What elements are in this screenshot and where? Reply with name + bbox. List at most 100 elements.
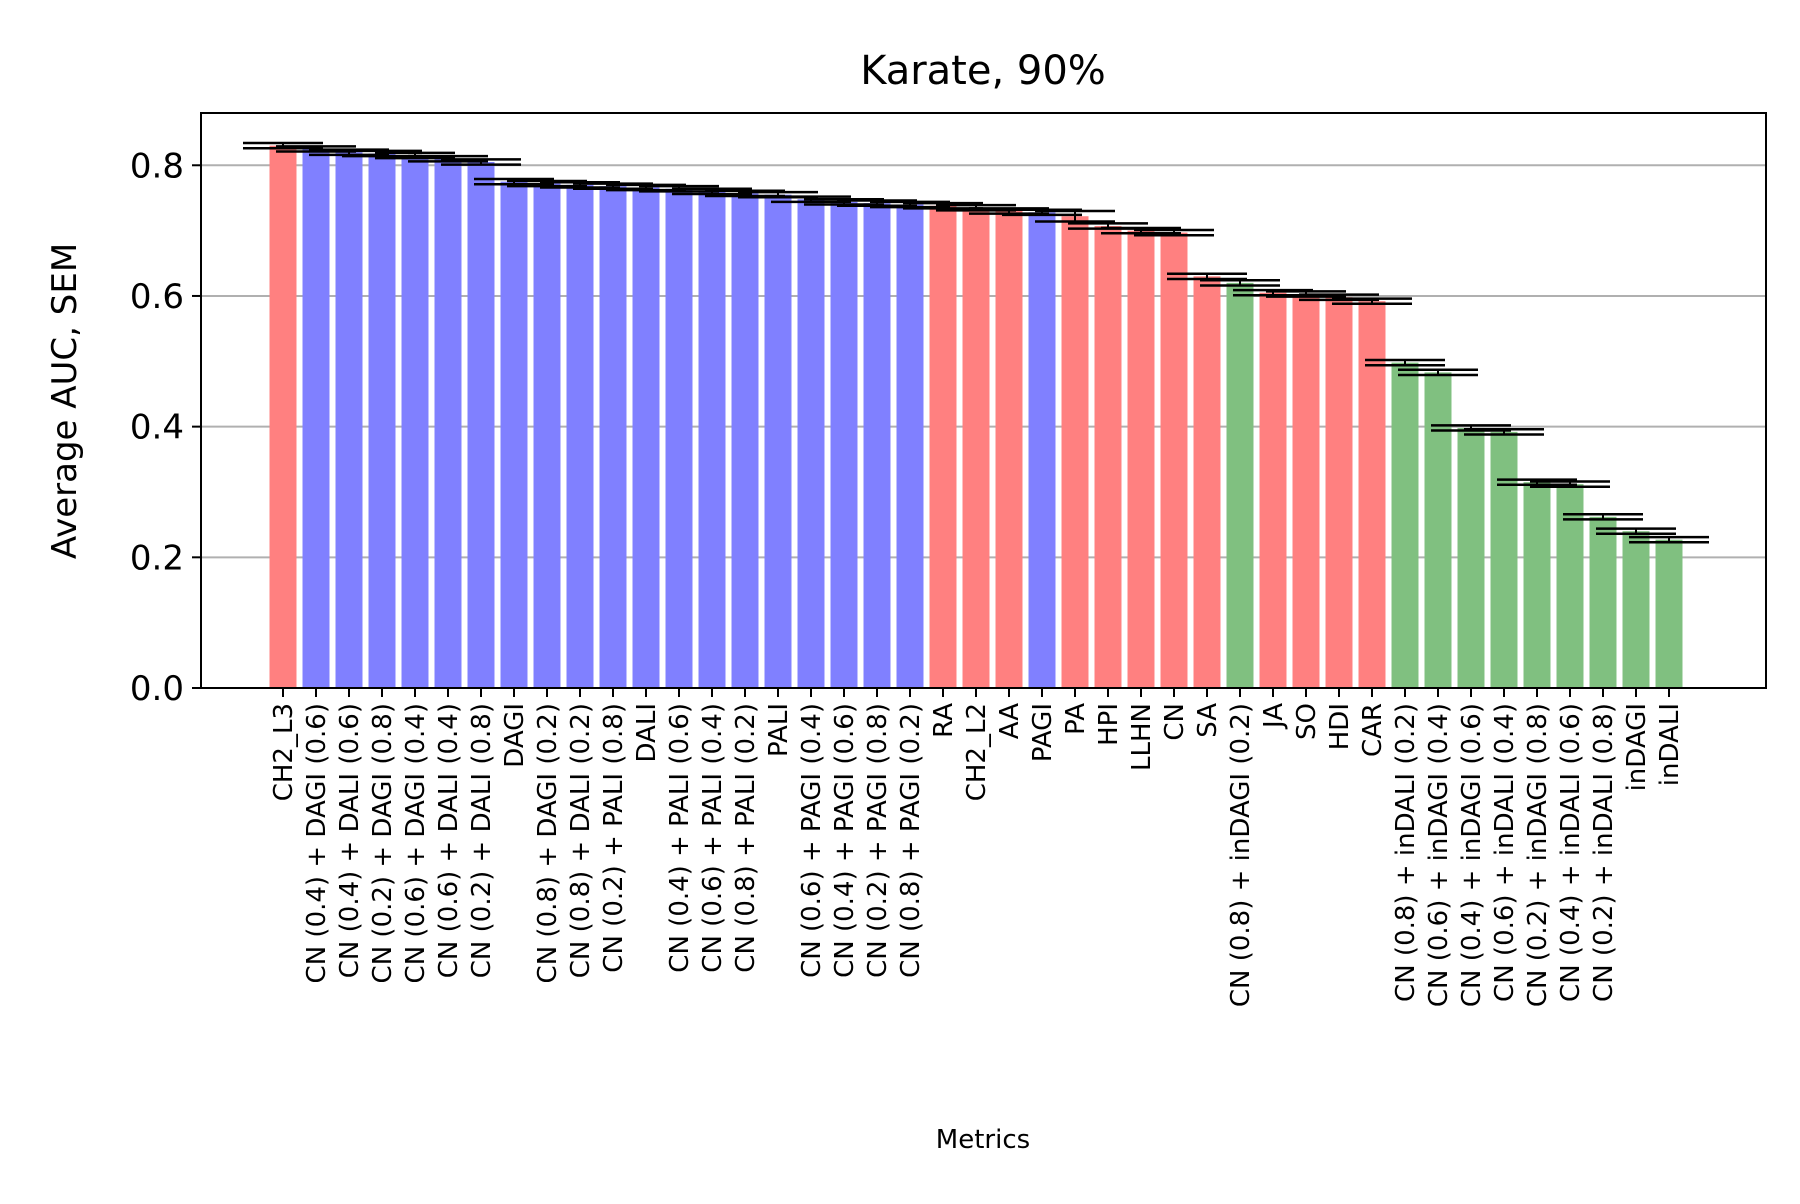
bar [1424, 372, 1452, 688]
bar [1655, 539, 1683, 688]
x-tick-label: CN (0.4) + inDALI (0.6) [1556, 703, 1586, 1002]
bar [632, 187, 660, 688]
x-tick-label: CAR [1358, 703, 1388, 757]
bar [599, 186, 627, 688]
x-tick-label: DAGI [500, 703, 530, 768]
x-tick-label: CN (0.4) + DALI (0.6) [335, 703, 365, 978]
bar [665, 188, 693, 688]
x-tick-label: CN (0.8) + inDAGI (0.2) [1226, 703, 1256, 1007]
x-tick-label: LLHN [1127, 703, 1157, 771]
bar [1193, 276, 1221, 688]
bar [1490, 431, 1518, 688]
x-tick-label: CN (0.6) + inDALI (0.4) [1490, 703, 1520, 1002]
x-tick-label: CN (0.6) + DALI (0.4) [434, 703, 464, 978]
y-tick-label: 0.2 [130, 538, 184, 578]
bar [797, 199, 825, 688]
y-tick-label: 0.8 [130, 146, 184, 186]
error-bars [243, 141, 1709, 544]
bar [1589, 516, 1617, 688]
x-tick-label: AA [995, 703, 1025, 740]
bar [434, 158, 462, 688]
bar [1094, 226, 1122, 688]
x-tick-label: PAGI [1028, 703, 1058, 762]
x-tick-label: CN (0.4) + PALI (0.6) [665, 703, 695, 973]
x-tick-label: CN (0.6) + PALI (0.4) [698, 703, 728, 973]
bar [368, 153, 396, 689]
x-tick-label: CN (0.2) + PAGI (0.8) [863, 703, 893, 978]
bar [1061, 216, 1089, 688]
x-tick-label: CN (0.8) + PAGI (0.2) [896, 703, 926, 978]
x-tick-label: CN (0.2) + DAGI (0.8) [368, 703, 398, 983]
x-tick-label: HDI [1325, 703, 1355, 750]
bar [302, 148, 330, 688]
bar [1325, 297, 1353, 688]
bar [500, 181, 528, 688]
y-tick-label: 0.0 [130, 669, 184, 709]
bar [1028, 212, 1056, 688]
x-tick-label: SA [1193, 703, 1223, 738]
bar [1292, 293, 1320, 688]
bar [863, 203, 891, 688]
x-tick-label: CN (0.8) + DAGI (0.2) [533, 703, 563, 983]
x-tick-label: DALI [632, 703, 662, 763]
x-tick-label: PA [1061, 703, 1091, 735]
bar [1523, 482, 1551, 688]
x-tick-label: inDALI [1655, 703, 1685, 786]
y-axis-ticks: 0.0 0.2 0.4 0.6 0.8 [130, 146, 201, 709]
x-tick-label: CN [1160, 703, 1190, 741]
x-tick-label: CN (0.6) + PAGI (0.4) [797, 703, 827, 978]
x-tick-label: CH2_L3 [269, 703, 299, 801]
x-tick-label: HPI [1094, 703, 1124, 746]
x-tick-label: CN (0.6) + inDAGI (0.4) [1424, 703, 1454, 1007]
bar [1160, 232, 1188, 689]
bars [269, 145, 1683, 689]
bar [764, 194, 792, 688]
x-tick-label: inDAGI [1622, 703, 1652, 791]
y-tick-label: 0.4 [130, 408, 184, 448]
x-tick-label: CN (0.6) + DAGI (0.4) [401, 703, 431, 983]
x-axis-ticks: CH2_L3 CN (0.4) + DAGI (0.6) CN (0.4) + DA… [269, 688, 1685, 1007]
x-tick-label: CN (0.4) + DAGI (0.6) [302, 703, 332, 983]
x-tick-label: CN (0.2) + inDAGI (0.8) [1523, 703, 1553, 1007]
bar [1556, 484, 1584, 688]
bar [830, 201, 858, 688]
bar [995, 211, 1023, 689]
bar [1622, 531, 1650, 688]
x-tick-label: CN (0.8) + PALI (0.2) [731, 703, 761, 973]
bar [566, 184, 594, 688]
bar [962, 207, 990, 688]
y-axis-label: Average AUC, SEM [45, 243, 85, 559]
x-tick-label: CN (0.2) + DALI (0.8) [467, 703, 497, 978]
bar [1226, 282, 1254, 688]
x-tick-label: CN (0.8) + inDALI (0.2) [1391, 703, 1421, 1002]
bar [1457, 427, 1485, 688]
x-tick-label: CN (0.4) + PAGI (0.6) [830, 703, 860, 978]
x-tick-label: SO [1292, 703, 1322, 740]
bar [1127, 230, 1155, 688]
x-tick-label: PALI [764, 703, 794, 757]
x-tick-label: RA [929, 703, 959, 738]
x-axis-label: Metrics [936, 1125, 1030, 1155]
bar [401, 155, 429, 689]
x-tick-label: CN (0.2) + PALI (0.8) [599, 703, 629, 973]
bar [467, 162, 495, 688]
y-tick-label: 0.6 [130, 277, 184, 317]
x-tick-label: CH2_L2 [962, 703, 992, 801]
bar [335, 152, 363, 689]
x-tick-label: JA [1259, 703, 1289, 730]
plot-frame [200, 112, 1767, 689]
bar [698, 191, 726, 688]
bar [929, 205, 957, 688]
x-tick-label: CN (0.2) + inDALI (0.8) [1589, 703, 1619, 1002]
bar [731, 193, 759, 688]
bar [533, 183, 561, 688]
bar [896, 204, 924, 688]
x-tick-label: CN (0.8) + DALI (0.2) [566, 703, 596, 978]
bar [1259, 292, 1287, 688]
bar [269, 145, 297, 688]
x-tick-label: CN (0.4) + inDAGI (0.6) [1457, 703, 1487, 1007]
chart-title: Karate, 90% [860, 48, 1106, 94]
bar [1391, 362, 1419, 688]
